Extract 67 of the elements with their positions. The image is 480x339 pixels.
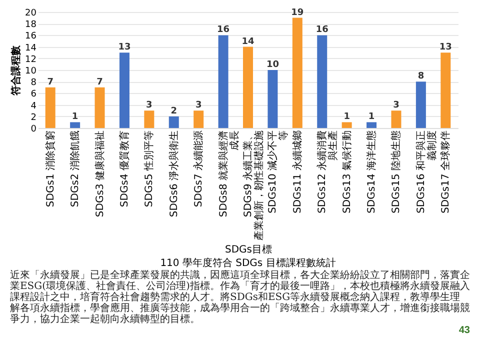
bar [119, 52, 130, 128]
x-axis-title: SDGs目標 [224, 244, 272, 256]
bar [243, 46, 253, 128]
y-tick-label: 2 [30, 112, 36, 123]
text: 43 [458, 325, 470, 336]
data-label: 1 [72, 112, 78, 122]
data-label: 8 [418, 72, 424, 82]
x-tick-label: SDGs16 和平與正義制度 [414, 130, 438, 214]
y-tick-label: 20 [25, 8, 37, 18]
y-tick-label: 4 [30, 101, 37, 112]
y-tick-label: 16 [25, 32, 37, 42]
y-tick-label: 0 [30, 124, 37, 134]
y-tick-label: 14 [25, 43, 37, 54]
x-tick-label: SDGs9 永續工業、產業創新，韌性基礎設施 [242, 130, 265, 240]
bar [317, 35, 328, 128]
x-tick-label: SDGs12 永續消費與生產 [316, 130, 340, 214]
x-tick-label: SDGs14 海洋生態 [366, 130, 378, 214]
bar [194, 110, 204, 128]
bar [70, 122, 80, 128]
data-label: 13 [118, 42, 131, 53]
x-tick-label: SDGs17 全球夥伴 [440, 130, 452, 214]
x-tick-label: SDGs5 性別平等 [143, 130, 156, 208]
bar [342, 122, 352, 128]
bar [440, 52, 451, 128]
data-label: 19 [291, 8, 304, 18]
data-label: 2 [170, 106, 178, 116]
x-tick-label: SDGs3 健康與福祉 [94, 130, 106, 218]
y-tick-label: 10 [25, 66, 37, 76]
x-tick-label: SDGs11 永續城鄉 [291, 130, 304, 214]
bar [45, 87, 56, 128]
data-label: 16 [217, 25, 230, 36]
x-tick-label: SDGs10 減少不平等 [266, 130, 290, 214]
text: 110 學年度符合 SDGs 目標課程數統計 [160, 257, 336, 269]
y-tick-label: 6 [30, 90, 37, 100]
y-tick-label: 8 [30, 78, 37, 88]
data-label: 3 [146, 100, 152, 111]
data-label: 1 [368, 112, 375, 122]
x-tick-label: SDGs7 永續能源 [192, 130, 205, 208]
bar [292, 18, 302, 128]
data-label: 1 [344, 112, 350, 122]
y-axis-title: 符合課程數 [10, 44, 22, 96]
data-label: 3 [195, 100, 202, 111]
text: 近來「永續發展」已是全球產業發展的共識，因應這項全球目標，各大企業紛紛設立了相關部門，落實企業ESG(環境保護、社會責任、公司治理)指標。作為「育才的最後一哩路」，本校也積極將永續發展融入課程設計之中，培育符合社會趨勢需求的人才。將SDGs和ESG等永續發展概念納入課程，教導學生理解各項永續指標，學會應用、推廣等技能，成為學用合一的「跨域整合」永續專業人才，增進銜接職場競爭力，協力企業一起朝向永續轉型的目標。 [10, 270, 470, 325]
data-label: 7 [96, 77, 103, 88]
x-tick-label: SDGs15 陸地生態 [390, 130, 402, 214]
bar [144, 110, 154, 128]
x-tick-label: SDGs8 就業與經濟成長 [217, 130, 240, 218]
bar [168, 116, 179, 128]
y-tick-label: 18 [25, 20, 37, 30]
x-tick-label: SDGs2 消除飢餓 [69, 130, 82, 208]
data-label: 10 [266, 60, 279, 70]
data-label: 7 [47, 77, 54, 88]
x-tick-label: SDGs4 優質教育 [118, 130, 130, 208]
data-label: 13 [439, 42, 452, 53]
y-tick-label: 12 [25, 54, 36, 65]
x-tick-label: SDGs13 氣候行動 [342, 130, 353, 214]
bar [391, 110, 402, 128]
bar [366, 122, 377, 128]
data-label: 14 [242, 36, 254, 47]
data-label: 3 [393, 100, 400, 111]
x-tick-label: SDGs1 消除貧窮 [44, 130, 56, 208]
bar [416, 82, 426, 128]
bar [94, 87, 105, 128]
bar [268, 70, 278, 128]
x-tick-label: SDGs6 淨水與衛生 [168, 130, 180, 218]
data-label: 16 [316, 25, 328, 36]
bar [218, 35, 228, 128]
